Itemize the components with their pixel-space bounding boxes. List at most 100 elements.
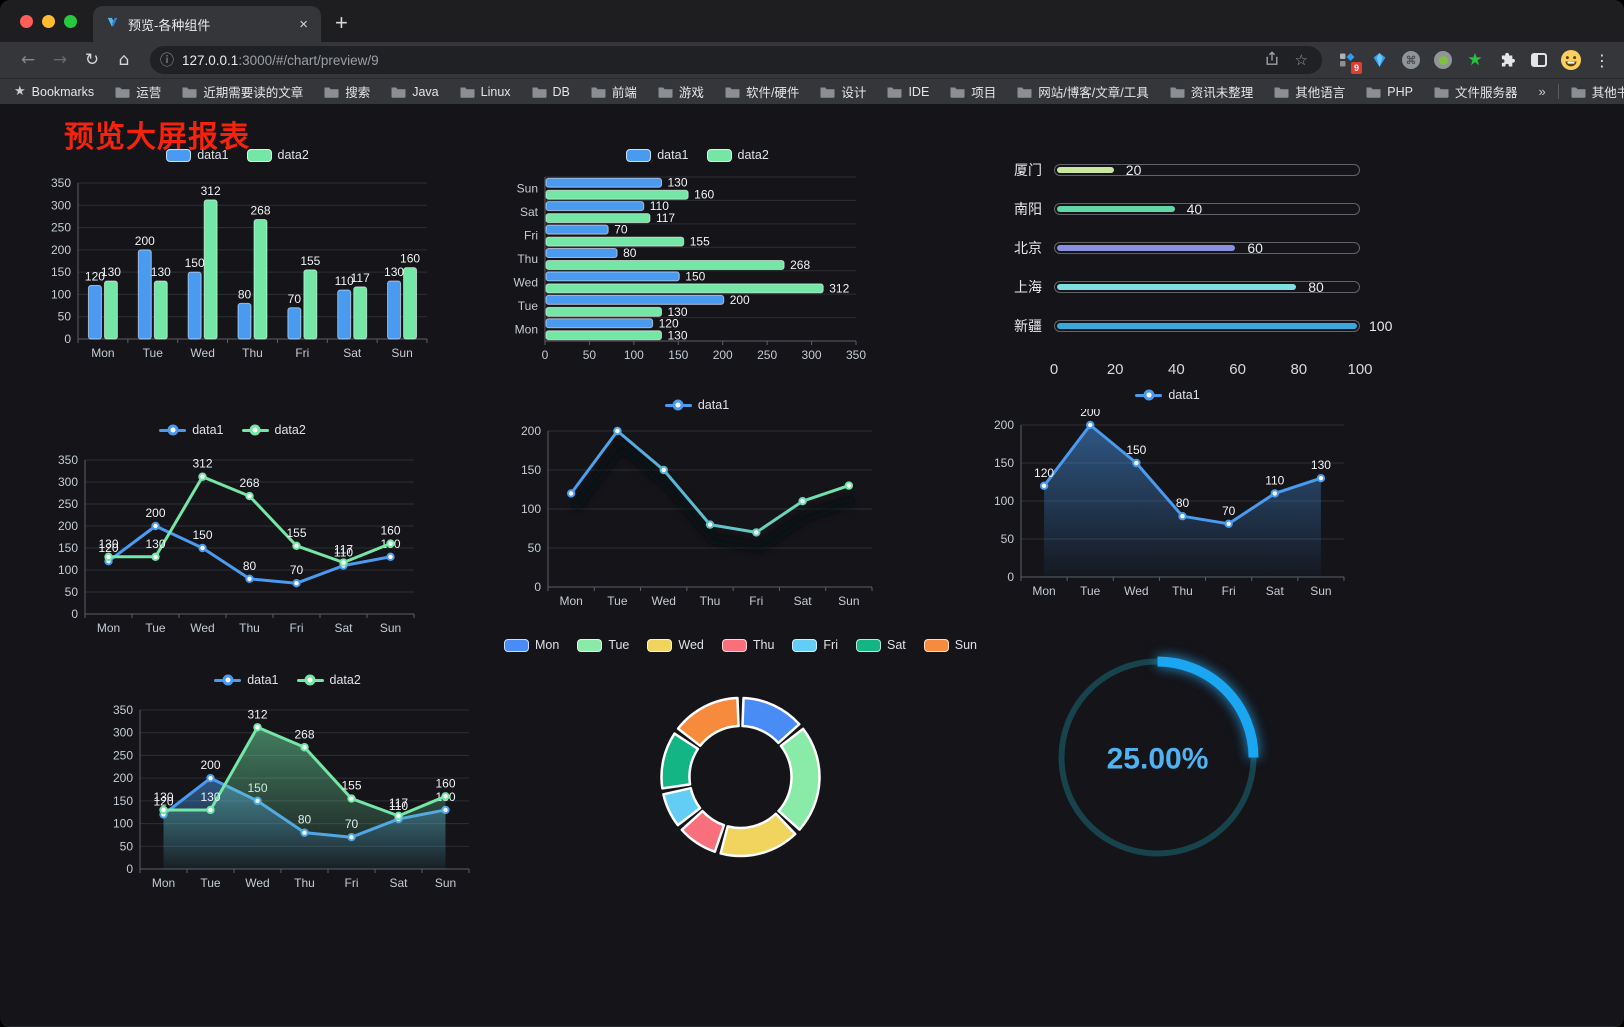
other-bookmarks[interactable]: 其他书签 [1571,82,1624,101]
legend-item-data1[interactable]: data1 [214,673,279,687]
bookmark-item[interactable]: 项目 [950,82,996,101]
legend-item-data1[interactable]: data1 [626,148,689,162]
bookmark-label: Java [412,84,439,99]
bookmark-item[interactable]: 运营 [115,82,161,101]
horizontal-bar-chart: 0 50 100 150 200 250 300 350 Sun 130 160 Sat 110 117 F… [505,169,890,376]
bookmark-item[interactable]: 其他语言 [1274,82,1345,101]
donut-segment-Sat[interactable] [660,732,700,790]
svg-text:155: 155 [690,235,710,249]
legend-item-data1[interactable]: data1 [166,148,229,162]
bookmark-item[interactable]: 网站/博客/文章/工具 [1017,82,1149,101]
profile-avatar[interactable] [1558,47,1584,73]
svg-text:160: 160 [435,776,455,790]
bookmark-item[interactable]: 软件/硬件 [725,82,799,101]
svg-text:Thu: Thu [294,876,315,890]
svg-text:350: 350 [113,703,133,717]
svg-text:Tue: Tue [518,299,539,313]
legend-item-Mon[interactable]: Mon [503,638,559,652]
legend-item-Thu[interactable]: Thu [721,638,774,652]
new-tab-button[interactable]: + [335,10,348,35]
progress-track: 60 [1054,240,1360,256]
area-chart-panel: data1 0 50 100 150 200 Mon Tue Wed Thu Fri Sat Sun 1… [985,385,1350,612]
legend-item-data2[interactable]: data2 [246,148,309,162]
address-bar[interactable]: ⓘ 127.0.0.1:3000/#/chart/preview/9 ☆ [150,46,1322,74]
bookmark-item[interactable]: 文件服务器 [1434,82,1517,101]
bookmark-item[interactable]: 搜索 [324,82,370,101]
svg-text:100: 100 [994,494,1014,508]
legend-label: Tue [608,638,630,652]
legend-item-data2[interactable]: data2 [706,148,769,162]
back-icon[interactable]: ← [20,50,36,70]
extension-dot-icon[interactable] [1430,47,1456,73]
svg-text:Sun: Sun [391,346,412,360]
bookmark-star-icon[interactable]: ☆ [1294,51,1308,69]
donut-segment-Sun[interactable] [676,696,740,747]
donut-segment-Mon[interactable] [741,696,801,745]
extension-star-icon[interactable]: ★ [1467,50,1483,70]
forward-icon[interactable]: → [52,50,68,70]
extension-tabs-icon[interactable]: 9 [1334,47,1362,74]
extensions-puzzle-icon[interactable] [1494,47,1520,73]
bookmark-item[interactable]: 游戏 [658,82,704,101]
bookmark-item[interactable]: Linux [460,85,511,99]
url-text[interactable]: 127.0.0.1:3000/#/chart/preview/9 [182,53,1253,68]
bookmarks-manager[interactable]: ★ Bookmarks [14,84,94,99]
donut-segment-Wed[interactable] [719,812,797,858]
progress-value: 100 [1369,317,1393,334]
legend-item-Sun[interactable]: Sun [923,638,977,652]
tab-title: 预览-各种组件 [128,17,211,33]
legend-item-data1[interactable]: data1 [159,423,224,437]
legend-item-data1[interactable]: data1 [1135,388,1200,402]
extension-command-icon[interactable]: ⌘ [1398,47,1424,73]
donut-segment-Tue[interactable] [777,727,821,831]
bookmark-item[interactable]: IDE [887,85,929,99]
city-progress-chart: 厦门 20 南阳 40 北京 60 上海 80 新疆 100 0 20 40 60 80 100 [1000,150,1392,381]
legend-item-Sat[interactable]: Sat [856,638,906,652]
extension-gem-icon[interactable] [1366,47,1392,73]
svg-text:0: 0 [1007,570,1014,584]
svg-text:300: 300 [58,475,78,489]
close-window-button[interactable] [20,14,33,28]
donut-segment-Thu[interactable] [680,809,726,853]
progress-track: 20 [1054,162,1360,178]
reload-icon[interactable]: ↻ [84,50,100,70]
bookmark-item[interactable]: 前端 [591,82,637,101]
bookmark-item[interactable]: 设计 [820,82,866,101]
share-icon[interactable] [1261,50,1283,70]
bookmarks-overflow-chevron[interactable]: » [1538,84,1546,99]
home-icon[interactable]: ⌂ [118,50,130,70]
browser-tab[interactable]: 预览-各种组件 × [93,6,321,42]
legend-item-data1[interactable]: data1 [664,398,729,412]
tab-close-icon[interactable]: × [299,15,308,33]
bookmark-item[interactable]: 近期需要读的文章 [182,82,303,101]
progress-value: 40 [1186,200,1203,217]
svg-text:Sun: Sun [838,594,859,608]
bookmark-item[interactable]: 资讯未整理 [1170,82,1253,101]
bookmark-item[interactable]: Java [391,84,439,99]
minimize-window-button[interactable] [42,14,55,28]
bookmark-item[interactable]: PHP [1366,85,1413,99]
legend: data1 [985,385,1350,405]
svg-text:130: 130 [384,265,404,279]
donut-segment-Fri[interactable] [662,786,702,827]
sidebar-toggle-icon[interactable] [1526,47,1552,73]
maximize-window-button[interactable] [64,14,77,28]
progress-track: 40 [1054,200,1360,217]
legend-marker [296,674,324,687]
svg-text:200: 200 [730,293,750,307]
svg-text:80: 80 [238,287,252,301]
svg-text:Thu: Thu [242,346,263,360]
bookmark-item[interactable]: DB [532,85,570,99]
svg-text:100: 100 [624,348,644,362]
legend-item-Wed[interactable]: Wed [647,638,704,652]
legend-item-Fri[interactable]: Fri [792,638,838,652]
legend-item-data2[interactable]: data2 [241,423,306,437]
legend-item-Tue[interactable]: Tue [577,638,629,652]
legend: Mon Tue Wed Thu Fri Sat Sun [503,635,977,655]
site-info-icon[interactable]: ⓘ [160,53,174,69]
svg-text:Tue: Tue [607,594,628,608]
browser-menu-icon[interactable]: ⋮ [1594,50,1610,70]
legend-item-data2[interactable]: data2 [296,673,361,687]
progress-label: 南阳 [1014,200,1042,217]
legend-marker [214,674,242,687]
